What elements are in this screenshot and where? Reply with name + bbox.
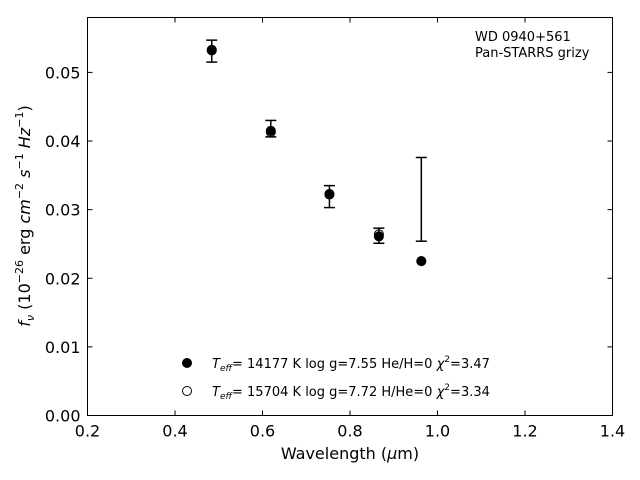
x-tick-label: 0.2 [75, 422, 100, 441]
data-point-open [265, 127, 276, 138]
model-series [206, 44, 427, 267]
legend-marker-filled [182, 358, 192, 368]
chart-annotation-line-1: WD 0940+561 [475, 30, 571, 45]
x-tick-label: 0.6 [250, 422, 275, 441]
data-point-open [373, 229, 384, 240]
data-point-open [206, 44, 217, 55]
y-axis-label: fν (10−26 erg cm−2 s−1 Hz−1) [13, 105, 37, 326]
legend-entry-2: Teff= 15704 K log g=7.72 H/He=0 χ2=3.34 [212, 383, 490, 402]
y-tick-label: 0.00 [45, 407, 81, 426]
x-axis-label: Wavelength (μm) [281, 444, 419, 463]
y-tick-label: 0.04 [45, 132, 81, 151]
x-tick-label: 0.4 [162, 422, 187, 441]
y-tick-label: 0.01 [45, 338, 81, 357]
legend: Teff= 14177 K log g=7.55 He/H=0 χ2=3.47 … [182, 355, 490, 402]
y-tick-label: 0.05 [45, 63, 81, 82]
x-tick-label: 1.2 [512, 422, 537, 441]
x-tick-label: 0.8 [337, 422, 362, 441]
x-tick-label: 1.0 [425, 422, 450, 441]
data-point-open [324, 188, 335, 199]
y-tick-label: 0.03 [45, 201, 81, 220]
y-tick-label: 0.02 [45, 269, 81, 288]
chart-annotation-line-2: Pan-STARRS grizy [475, 46, 590, 61]
legend-marker-open [182, 386, 192, 396]
legend-entry-1: Teff= 14177 K log g=7.55 He/H=0 χ2=3.47 [212, 355, 490, 374]
plot-area [87, 17, 613, 416]
x-tick-label: 1.4 [600, 422, 625, 441]
observed-errorbars [206, 39, 427, 245]
x-axis: 0.2 0.4 0.6 0.8 1.0 1.2 1.4 [75, 17, 625, 441]
data-point-open [416, 256, 427, 267]
y-axis: 0.00 0.01 0.02 0.03 0.04 0.05 [45, 63, 613, 426]
